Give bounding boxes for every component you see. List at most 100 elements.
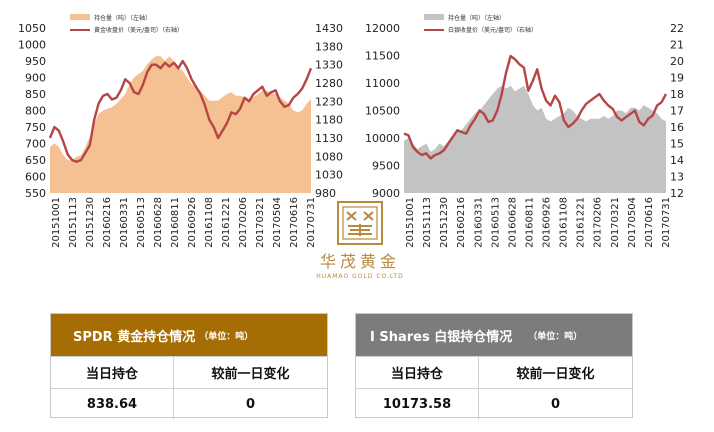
ishares-table-header-row: 当日持仓 较前一日变化 [356,356,632,388]
silver-x-tick: 20160331 [473,197,484,248]
gold-left-tick: 950 [25,55,46,68]
gold-x-tick: 20170616 [289,197,300,248]
silver-x-tick: 20170321 [610,197,621,248]
silver-x-tick: 20170206 [593,197,604,248]
gold-left-tick: 600 [25,171,46,184]
silver-legend-area-swatch [424,14,444,20]
silver-x-tick: 20160628 [507,197,518,248]
spdr-table-header-row: 当日持仓 较前一日变化 [51,356,327,388]
silver-right-tick: 22 [670,22,684,35]
gold-x-tick: 20151230 [85,197,96,248]
gold-x-tick: 20170206 [238,197,249,248]
gold-x-tick: 20160216 [102,197,113,248]
silver-left-tick: 10500 [365,105,400,118]
silver-left-tick: 9000 [372,187,400,200]
spdr-col-change-header: 较前一日变化 [173,357,327,388]
silver-x-tick: 20161108 [559,197,570,248]
gold-x-tick: 20160926 [187,197,198,248]
silver-right-tick: 14 [670,154,684,167]
gold-left-tick: 700 [25,138,46,151]
ishares-table-unit: （单位：吨） [528,331,583,342]
ishares-change-value: 0 [478,389,632,420]
gold-x-tick: 20161108 [204,197,215,248]
logo-english-text: HUAMAO GOLD CO.LTD [316,273,404,280]
gold-x-tick: 20170321 [255,197,266,248]
ishares-col-holdings-header: 当日持仓 [390,367,443,382]
silver-x-tick: 20170731 [661,197,672,248]
gold-right-tick: 980 [315,187,336,200]
gold-x-tick: 20160628 [153,197,164,248]
spdr-table-value-row: 838.64 0 [51,388,327,420]
silver-x-tick: 20160216 [456,197,467,248]
spdr-change-value: 0 [173,389,327,420]
gold-x-tick: 20170504 [272,197,283,248]
ishares-table-value-row: 10173.58 0 [356,388,632,420]
spdr-gold-chart: 550 600 650 700 750 800 850 900 950 1000 1050 980 10… [18,14,343,248]
gold-price-line [48,59,313,163]
silver-legend-area-label: 持仓量（吨）（左轴） [448,14,505,22]
gold-right-tick: 1080 [315,150,343,163]
gold-x-tick: 20170731 [306,197,317,248]
silver-x-tick: 20151230 [439,197,450,248]
gold-x-tick: 20160513 [136,197,147,248]
gold-left-tick: 850 [25,88,46,101]
ishares-table-title: I Shares 白银持仓情况 [370,329,513,345]
spdr-col-holdings-header: 当日持仓 [85,367,138,382]
huamao-logo-mark-icon [337,201,383,245]
ishares-silver-chart: 9000 9500 10000 10500 11000 11500 12000 12 13 14 1… [365,14,684,248]
silver-right-tick: 20 [670,55,684,68]
gold-x-tick: 20160331 [119,197,130,248]
gold-right-tick: 1180 [315,114,343,127]
gold-legend-area-label: 持仓量（吨）（左轴） [94,14,151,22]
silver-x-tick: 20170616 [644,197,655,248]
silver-left-tick: 9500 [372,160,400,173]
ishares-col-change-header: 较前一日变化 [478,357,632,388]
silver-right-tick: 18 [670,88,684,101]
silver-right-tick: 13 [670,171,684,184]
silver-left-tick: 12000 [365,22,400,35]
gold-left-tick: 550 [25,187,46,200]
silver-price-line [403,54,668,160]
ishares-holdings-table: I Shares 白银持仓情况 （单位：吨） 当日持仓 较前一日变化 10173… [355,313,633,420]
silver-x-tick: 20160513 [490,197,501,248]
silver-right-tick: 17 [670,105,684,118]
gold-legend-area-swatch [70,14,90,20]
gold-left-tick: 750 [25,121,46,134]
gold-left-tick: 800 [25,105,46,118]
gold-right-tick: 1430 [315,22,343,35]
silver-x-tick: 20151001 [405,197,416,248]
silver-x-tick: 20161221 [576,197,587,248]
silver-holdings-area [404,85,666,193]
silver-left-tick: 10000 [365,132,400,145]
gold-left-tick: 650 [25,154,46,167]
gold-left-tick: 900 [25,72,46,85]
silver-right-tick: 12 [670,187,684,200]
silver-right-tick: 21 [670,39,684,52]
spdr-table-title: SPDR 黄金持仓情况 [73,329,196,345]
silver-x-tick: 20160811 [525,197,536,248]
ishares-holdings-value: 10173.58 [382,397,452,412]
silver-right-tick: 19 [670,72,684,85]
gold-legend-line-label: 黄金收盘价（美元/盎司）（右轴） [94,26,183,34]
spdr-table-header: SPDR 黄金持仓情况 （单位：吨） [51,314,327,356]
gold-x-tick: 20160811 [170,197,181,248]
ishares-table-header: I Shares 白银持仓情况 （单位：吨） [356,314,632,356]
gold-x-tick: 20161221 [221,197,232,248]
silver-right-tick: 15 [670,138,684,151]
gold-right-tick: 1230 [315,95,343,108]
gold-left-tick: 1050 [18,22,46,35]
gold-x-tick: 20151113 [68,197,79,248]
gold-right-tick: 1330 [315,59,343,72]
logo-chinese-text: 华茂黄金 [319,252,400,271]
silver-x-tick: 20160926 [542,197,553,248]
gold-right-tick: 1130 [315,132,343,145]
gold-right-tick: 1380 [315,40,343,53]
silver-left-tick: 11000 [365,77,400,90]
spdr-holdings-value: 838.64 [86,397,138,412]
gold-right-tick: 1280 [315,77,343,90]
huamao-logo: 华茂黄金 HUAMAO GOLD CO.LTD [304,200,416,290]
gold-x-tick: 20151001 [51,197,62,248]
silver-left-tick: 11500 [365,50,400,63]
gold-left-tick: 1000 [18,39,46,52]
silver-legend-line-label: 白银收盘价（美元/盎司）（右轴） [448,26,537,34]
